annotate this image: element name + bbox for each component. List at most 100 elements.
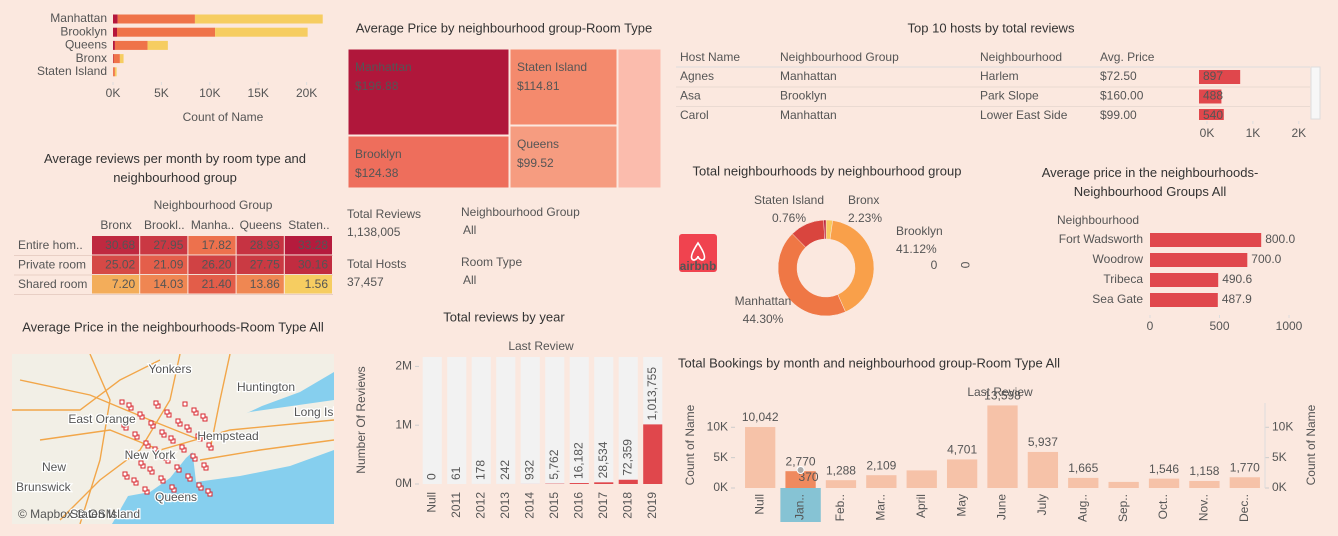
listing-marker xyxy=(180,493,186,499)
value-label: 28,534 xyxy=(596,441,610,478)
cell: Agnes xyxy=(680,69,714,83)
category-label: Tribeca xyxy=(1103,272,1143,286)
value-label: 1,013,755 xyxy=(645,367,659,421)
cell: Manhattan xyxy=(780,108,837,122)
map[interactable]: Yonkers Huntington East Orange Hempstead New… xyxy=(12,354,356,524)
category-label: Brooklyn xyxy=(60,24,107,38)
listing-marker xyxy=(137,411,143,417)
heat-cell xyxy=(284,255,332,274)
annotation: 370 xyxy=(799,470,819,484)
bar-segment xyxy=(114,67,117,77)
value-label: 2,770 xyxy=(786,454,816,468)
cell-value: 14.03 xyxy=(153,277,183,291)
price-bar-title: Average price in the neighbourhoods-Neig… xyxy=(1041,165,1259,199)
treemap-cell xyxy=(617,48,662,189)
listing-marker xyxy=(182,401,188,407)
value-label: 16,182 xyxy=(571,442,585,479)
bar xyxy=(618,479,638,484)
bar-background xyxy=(447,357,467,484)
x-tick-label: 2K xyxy=(1291,126,1306,140)
filter-value[interactable]: All xyxy=(463,223,476,237)
bar-segment xyxy=(113,54,114,64)
chart-title: Total Bookings by month and neighbourhoo… xyxy=(678,355,1060,370)
cell-value: 21.40 xyxy=(202,277,232,291)
slice-label: Staten Island xyxy=(754,193,824,207)
value-label: 5,762 xyxy=(547,449,561,479)
cell: Park Slope xyxy=(980,89,1039,103)
place-label: Yonkers xyxy=(149,362,192,376)
cell-value: $114.81 xyxy=(517,79,560,93)
table-title: Top 10 hosts by total reviews xyxy=(908,20,1075,35)
place-label: Brunswick xyxy=(16,480,72,494)
filter-value[interactable]: All xyxy=(463,273,476,287)
x-tick-label: 20K xyxy=(296,86,317,100)
listing-marker xyxy=(126,402,132,408)
column-header: Neighbourhood Group xyxy=(780,50,899,64)
value-label: 72,359 xyxy=(620,439,634,476)
y2-axis-label: Count of Name xyxy=(1304,404,1318,485)
filter-label: Room Type xyxy=(461,255,522,269)
cell: Carol xyxy=(680,108,709,122)
bar-segment xyxy=(113,40,115,50)
bar xyxy=(1189,480,1220,488)
heat-cell xyxy=(92,275,140,294)
cell-value: 27.95 xyxy=(153,238,183,252)
value-label: 4,701 xyxy=(947,443,977,457)
value-label: 800.0 xyxy=(1265,232,1295,246)
listing-marker xyxy=(191,407,197,413)
cell: Asa xyxy=(680,89,701,103)
cell: Lower East Side xyxy=(980,108,1068,122)
value-label: 932 xyxy=(522,460,536,480)
road xyxy=(19,379,201,441)
y2-tick-label: 5K xyxy=(1272,450,1287,464)
category-label: Sea Gate xyxy=(1092,292,1143,306)
value-label: 1,770 xyxy=(1230,460,1260,474)
bar-segment xyxy=(119,54,124,64)
x-tick-label: 0K xyxy=(1200,126,1215,140)
y-axis-label: Count of Name xyxy=(683,404,697,485)
listing-marker xyxy=(196,482,202,488)
cell-value: 1.56 xyxy=(305,277,329,291)
x-tick-label: July xyxy=(1035,494,1049,515)
bar xyxy=(906,470,937,488)
cell-value: 30.16 xyxy=(298,257,328,271)
listing-marker xyxy=(175,418,181,424)
slice-label: Brooklyn xyxy=(896,224,943,238)
place-label: Staten Island xyxy=(70,507,140,521)
bar xyxy=(825,480,857,488)
category-label: Queens xyxy=(65,38,107,52)
bar-segment xyxy=(147,40,168,50)
cell-value: 33.28 xyxy=(298,238,328,252)
map-attribution: © Mapbox © OSM xyxy=(18,507,116,521)
donut-slice xyxy=(777,233,846,317)
land xyxy=(190,400,334,482)
y-tick-label: 5K xyxy=(713,450,728,464)
category-label: Bronx xyxy=(76,51,107,65)
bar-segment xyxy=(215,27,308,37)
value-label: 1,546 xyxy=(1149,462,1179,476)
y2-tick-label: 0K xyxy=(1272,480,1287,494)
chart-title: Average Price by neighbourhood group-Roo… xyxy=(356,20,653,35)
bar-value: 897 xyxy=(1203,69,1223,83)
bar-background xyxy=(545,357,565,484)
listing-marker xyxy=(153,400,159,406)
bar xyxy=(866,475,897,488)
donut-slice xyxy=(823,219,827,240)
y-tick-label: 0M xyxy=(395,476,412,490)
x-tick-label: 5K xyxy=(154,86,169,100)
cell-value: 7.20 xyxy=(112,277,136,291)
cell: $72.50 xyxy=(1100,69,1137,83)
listing-marker xyxy=(205,488,211,494)
listing-marker xyxy=(185,473,191,479)
value-label: 13,598 xyxy=(984,389,1021,403)
cell: Manhattan xyxy=(780,69,837,83)
chart-title: Total reviews by year xyxy=(443,309,565,324)
listing-marker xyxy=(138,460,144,466)
row-label: Shared room xyxy=(18,277,87,291)
bar-segment xyxy=(194,14,323,24)
value-label: 487.9 xyxy=(1222,292,1252,306)
cell-label: Brooklyn xyxy=(355,147,402,161)
scrollbar[interactable] xyxy=(1310,66,1321,120)
